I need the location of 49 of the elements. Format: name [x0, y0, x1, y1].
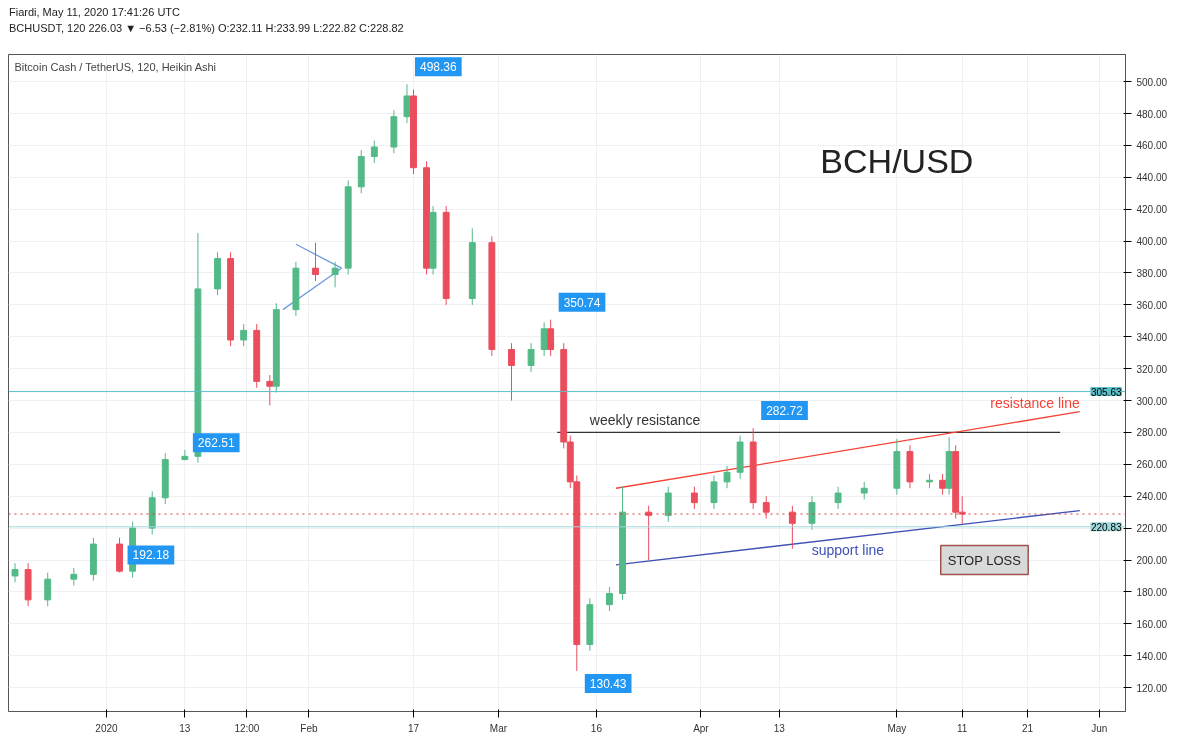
x-tick-label: Apr [693, 722, 710, 734]
y-tick-label: 200.00 [1136, 555, 1168, 567]
x-tick-label: 17 [407, 722, 420, 734]
text: Bitcoin Cash / TetherUS, 120, Heikin Ashi [14, 60, 217, 73]
series-label: support line [811, 541, 885, 558]
x-tick-label: 21 [1021, 722, 1034, 734]
series-label: weekly resistance [588, 412, 701, 429]
y-tick-label: 140.00 [1136, 650, 1168, 662]
x-tick-label: 13 [179, 722, 191, 734]
y-tick-label: 280.00 [1136, 427, 1168, 439]
y-tick-label: 220.00 [1136, 523, 1168, 535]
x-tick-label: 12:00 [234, 722, 260, 734]
y-tick-label: 160.00 [1136, 618, 1168, 630]
ref-line-label: 220.83 [1090, 521, 1122, 533]
y-tick-label: 300.00 [1136, 395, 1168, 407]
annotation: 350.74 [563, 295, 601, 310]
x-tick-label: Jun [1091, 722, 1108, 734]
y-tick-label: 440.00 [1136, 172, 1168, 184]
text: BCHUSDT, 120 226.03 ▼ −6.53 (−2.81%) O:232.11 H:233.99 L:222.82 C:228.82 [9, 21, 404, 34]
text: Fiardi, May 11, 2020 17:41:26 UTC [9, 6, 180, 18]
y-tick-label: 120.00 [1136, 682, 1168, 694]
x-tick-label: 16 [590, 722, 603, 734]
annotation: 498.36 [419, 60, 457, 75]
x-tick-label: May [887, 722, 907, 734]
y-tick-label: 260.00 [1136, 459, 1168, 471]
y-tick-label: 240.00 [1136, 491, 1168, 503]
x-tick-label: 11 [957, 722, 968, 734]
annotation: 192.18 [132, 548, 170, 563]
y-tick-label: 400.00 [1136, 236, 1168, 248]
y-tick-label: 340.00 [1136, 331, 1168, 343]
annotation: 130.43 [589, 676, 627, 691]
annotation: BCH/USD [820, 142, 974, 181]
x-tick-label: 2020 [95, 722, 119, 734]
y-tick-label: 500.00 [1136, 76, 1168, 88]
series-label: resistance line [990, 394, 1080, 411]
x-tick-label: Feb [300, 722, 319, 734]
annotation: STOP LOSS [947, 552, 1022, 568]
x-tick-label: 13 [773, 722, 786, 734]
y-tick-label: 460.00 [1136, 140, 1168, 152]
y-tick-label: 420.00 [1136, 204, 1168, 216]
y-tick-label: 180.00 [1136, 586, 1168, 598]
x-tick-label: Mar [489, 722, 508, 734]
y-tick-label: 360.00 [1136, 299, 1168, 311]
annotation: 282.72 [766, 404, 804, 419]
y-tick-label: 380.00 [1136, 267, 1168, 279]
y-tick-label: 480.00 [1136, 108, 1168, 120]
ref-line-label: 305.63 [1090, 386, 1122, 398]
y-tick-label: 320.00 [1136, 363, 1168, 375]
annotation: 262.51 [197, 436, 235, 451]
